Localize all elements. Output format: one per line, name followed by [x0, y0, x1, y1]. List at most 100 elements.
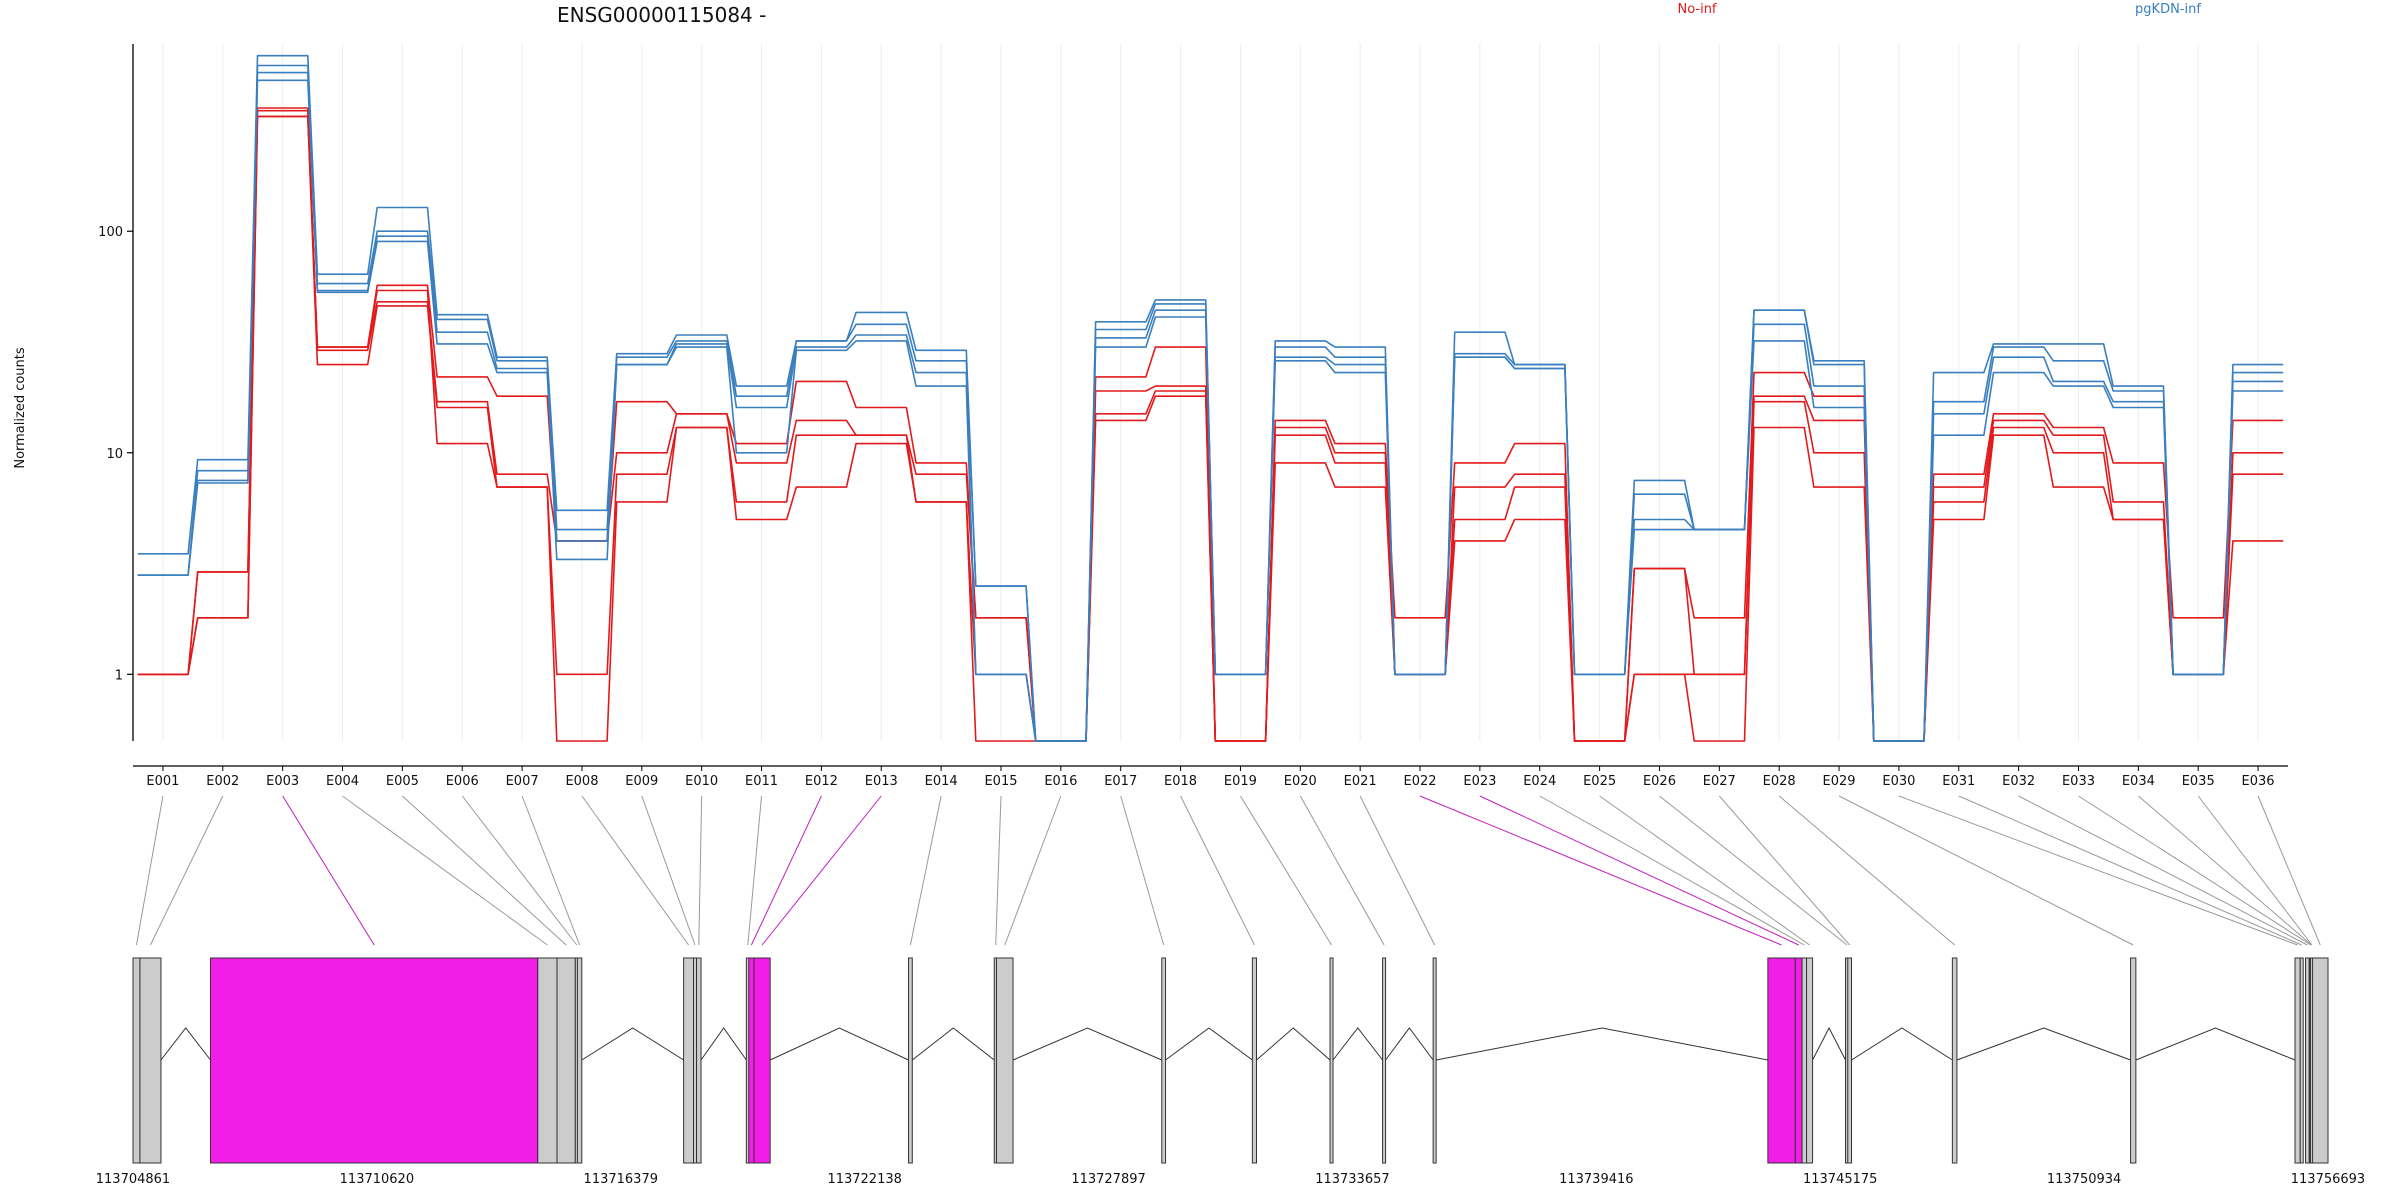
intron-e010 [700, 1027, 747, 1061]
connector-e032 [2018, 795, 2308, 946]
exon-block-e013 [753, 957, 771, 1164]
x-tick-label-e018: E018 [1164, 774, 1197, 789]
exon-block-e030 [2294, 957, 2301, 1164]
connector-e019 [1240, 795, 1332, 946]
exon-block-e032 [2305, 957, 2310, 1164]
connector-e006 [461, 795, 578, 946]
connector-e011 [747, 795, 763, 946]
exon-block-e025 [1806, 957, 1814, 1164]
connector-e033 [2078, 795, 2312, 946]
connector-e018 [1180, 795, 1255, 946]
intron-e016 [1012, 1027, 1162, 1061]
x-tick-label-e025: E025 [1583, 774, 1616, 789]
exon-block-e001 [132, 957, 141, 1164]
exon-block-e002 [139, 957, 162, 1164]
intron-e019 [1332, 1027, 1383, 1061]
intron-e025 [1812, 1026, 1846, 1061]
x-tick-label-e014: E014 [925, 774, 958, 789]
intron-e014 [911, 1027, 995, 1061]
connector-e027 [1718, 795, 1851, 946]
connector-e029 [1838, 795, 2134, 946]
exon-block-e014 [908, 957, 913, 1164]
x-tick-label-e035: E035 [2182, 774, 2215, 789]
exon-block-e016 [995, 957, 1014, 1164]
exon-block-e004 [537, 957, 558, 1164]
intron-e017 [1165, 1027, 1253, 1061]
genomic-coordinate-label: 113704861 [96, 1172, 170, 1187]
exon-block-e008 [683, 957, 695, 1164]
intron-e002 [160, 1027, 211, 1061]
x-tick-label-e030: E030 [1882, 774, 1915, 789]
exon-block-e005 [556, 957, 576, 1164]
x-tick-label-e015: E015 [984, 774, 1017, 789]
x-tick-label-e013: E013 [865, 774, 898, 789]
exon-block-e021 [1432, 957, 1437, 1164]
legend-entry-no-inf: No-inf [1677, 2, 1716, 17]
x-tick-label-e003: E003 [266, 774, 299, 789]
text-labels: ENSG00000115084 - Normalized counts No-i… [13, 2, 2201, 469]
exon-block-e027 [1847, 957, 1853, 1164]
connector-e031 [1958, 795, 2302, 946]
exon-block-e029 [2130, 957, 2137, 1164]
y-axis-label: Normalized counts [13, 347, 28, 469]
connector-e013 [761, 795, 882, 946]
exon-block-e003 [209, 957, 539, 1164]
chart-title: ENSG00000115084 - [557, 3, 766, 27]
intron-e007 [581, 1027, 684, 1061]
connector-e016 [1004, 795, 1062, 946]
y-tick-label-100: 100 [98, 225, 123, 240]
y-tick-label-1: 1 [115, 668, 123, 683]
exon-block-e010 [696, 957, 702, 1164]
connector-e030 [1898, 795, 2298, 946]
exon-block-e012 [748, 957, 755, 1164]
connector-e009 [641, 795, 696, 946]
exon-connectors [135, 795, 2321, 946]
connector-e008 [581, 795, 689, 946]
y-tick-label-10: 10 [106, 447, 123, 462]
exon-block-e023 [1794, 957, 1803, 1164]
series-line-pgkdn-inf-8 [137, 79, 2284, 742]
series-line-no-inf-1 [137, 109, 2284, 742]
connector-e021 [1359, 795, 1436, 946]
x-tick-label-e009: E009 [625, 774, 658, 789]
x-tick-label-e019: E019 [1224, 774, 1257, 789]
intron-e021 [1436, 1027, 1768, 1061]
x-tick-label-e005: E005 [386, 774, 419, 789]
plot-axes: 1 10 100 E001 E002 E003 E004 E005 E006 E007 E008 E0… [98, 44, 2288, 789]
exon-block-e031 [2299, 957, 2304, 1164]
x-tick-label-e029: E029 [1823, 774, 1856, 789]
intron-e018 [1256, 1027, 1331, 1061]
exon-block-e018 [1251, 957, 1258, 1164]
genomic-coordinate-label: 113745175 [1803, 1172, 1877, 1187]
connector-e001 [135, 795, 164, 946]
x-tick-label-e022: E022 [1403, 774, 1436, 789]
exon-block-e036 [2312, 957, 2329, 1164]
intron-e020 [1385, 1027, 1434, 1061]
x-tick-label-e008: E008 [565, 774, 598, 789]
intron-e029 [2135, 1027, 2296, 1061]
genomic-coordinate-label: 113727897 [1071, 1172, 1145, 1187]
x-tick-label-e002: E002 [206, 774, 239, 789]
intron-e028 [1956, 1027, 2131, 1061]
gene-model: 113704861 113710620 113716379 113722138 1137… [96, 957, 2365, 1187]
x-tick-label-e028: E028 [1763, 774, 1796, 789]
vertical-gridlines [162, 44, 2259, 741]
connector-e028 [1778, 795, 1955, 946]
x-tick-label-e031: E031 [1942, 774, 1975, 789]
x-tick-label-e036: E036 [2242, 774, 2275, 789]
series-lines [137, 54, 2284, 742]
connector-e025 [1599, 795, 1810, 946]
x-tick-label-e011: E011 [745, 774, 778, 789]
x-tick-label-e024: E024 [1523, 774, 1556, 789]
x-tick-label-e033: E033 [2062, 774, 2095, 789]
x-tick-label-e001: E001 [146, 774, 179, 789]
series-line-no-inf-2 [137, 107, 2284, 742]
genomic-coordinate-label: 113756693 [2291, 1172, 2365, 1187]
x-tick-label-e007: E007 [506, 774, 539, 789]
x-tick-label-e034: E034 [2122, 774, 2155, 789]
connector-e014 [909, 795, 942, 946]
legend-entry-pgkdn-inf: pgKDN-inf [2135, 2, 2201, 17]
series-line-pgkdn-inf-5 [137, 54, 2284, 742]
intron-e013 [769, 1027, 909, 1061]
